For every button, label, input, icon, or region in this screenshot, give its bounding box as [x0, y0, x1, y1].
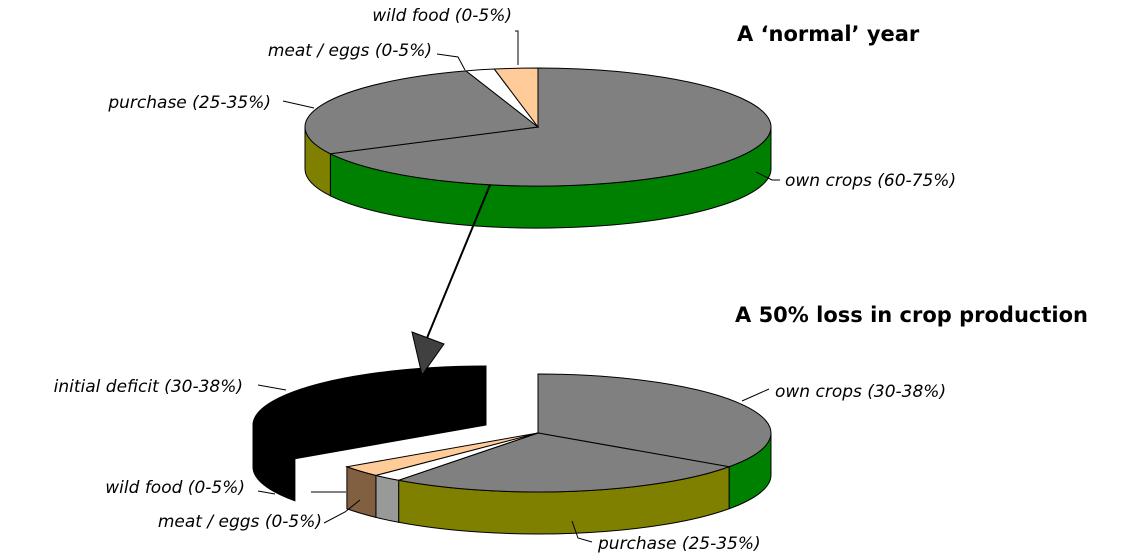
crop-loss-pie — [252, 365, 772, 535]
top-slice-own-crops — [328, 67, 772, 187]
bot-side-meat-eggs — [375, 474, 400, 523]
transition-arrow — [411, 184, 491, 377]
leader-top-own-crops — [755, 171, 780, 181]
leader-bot-own-crops — [741, 388, 770, 402]
leader-bot-initial-deficit — [257, 384, 287, 391]
bot-slice-initial-deficit — [252, 365, 487, 460]
bot-label-own-crops: own crops (30-38%) — [775, 382, 946, 402]
crop-loss-title: A 50% loss in crop production — [735, 303, 1088, 327]
top-label-wild-food: wild food (0-5%) — [372, 6, 512, 26]
top-label-meat-eggs: meat / eggs (0-5%) — [268, 41, 432, 61]
bot-slice-wild-food — [344, 432, 539, 476]
normal-year-pie — [304, 67, 772, 229]
bot-label-wild-food: wild food (0-5%) — [105, 478, 245, 498]
leader-top-purchase — [282, 100, 315, 109]
arrow-head — [411, 331, 445, 377]
leader-lines — [257, 30, 780, 543]
leader-bot-purchase — [571, 520, 593, 543]
top-label-purchase: purchase (25-35%) — [107, 93, 271, 113]
bot-slice-own-crops — [537, 373, 772, 468]
top-label-own-crops: own crops (60-75%) — [785, 171, 956, 191]
bot-label-purchase: purchase (25-35%) — [597, 534, 761, 554]
leader-top-meat-eggs — [436, 53, 466, 71]
arrow-shaft — [426, 184, 491, 339]
top-slice-wild-food — [493, 67, 539, 129]
leader-bot-wild-food — [257, 490, 276, 495]
leader-bot-meat-eggs — [323, 499, 361, 524]
bot-label-meat-eggs: meat / eggs (0-5%) — [158, 512, 322, 532]
top-slice-purchase — [304, 70, 540, 155]
leader-top-wild-food — [515, 30, 519, 65]
bot-label-initial-deficit: initial deficit (30-38%) — [54, 377, 243, 397]
normal-year-title: A ‘normal’ year — [737, 22, 920, 46]
bot-slice-purchase — [396, 432, 732, 493]
